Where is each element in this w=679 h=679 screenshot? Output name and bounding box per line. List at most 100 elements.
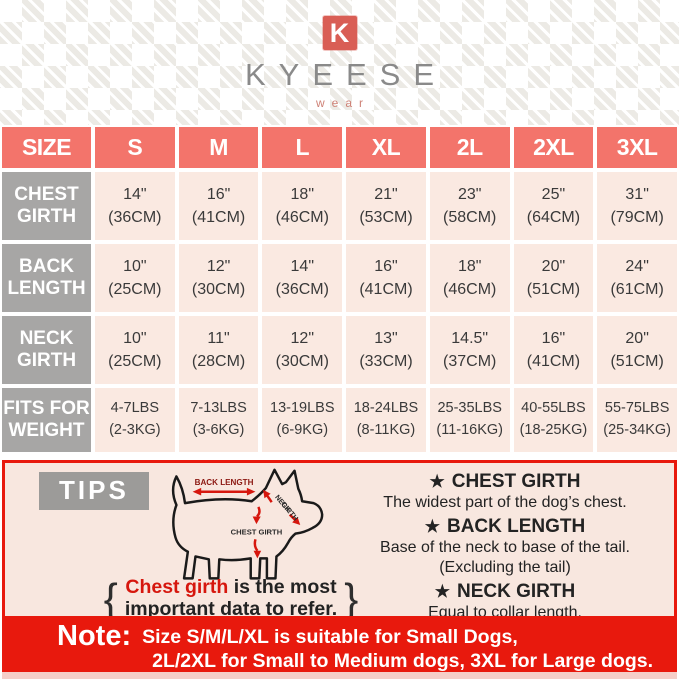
note-line1: Size S/M/L/XL is suitable for Small Dogs… — [142, 626, 518, 648]
cell-lbs: 55-75LBS — [604, 400, 670, 417]
table-header-s: S — [95, 127, 175, 168]
table-cell: 10" (25CM) — [95, 244, 175, 312]
callout-highlight: Chest girth — [125, 576, 229, 598]
brand-header: K KYEESE wear — [0, 0, 679, 125]
cell-lbs: 4-7LBS — [110, 400, 160, 417]
table-cell: 25-35LBS (11-16KG) — [429, 388, 510, 452]
cell-cm: (53CM) — [359, 209, 413, 226]
cell-inches: 12" — [290, 329, 315, 347]
cell-cm: (25CM) — [108, 353, 162, 370]
cell-inches: 16" — [206, 185, 231, 203]
cell-inches: 23" — [457, 185, 482, 203]
star-icon: ★ — [424, 517, 440, 536]
table-cell: 18" (46CM) — [262, 172, 343, 240]
table-cell: 13" (33CM) — [346, 316, 426, 384]
table-cell: 12" (30CM) — [178, 244, 259, 312]
table-cell: 12" (30CM) — [262, 316, 343, 384]
table-header-2xl: 2XL — [513, 127, 594, 168]
callout-text: Chest girth is the most important data t… — [125, 576, 337, 621]
row-label-line: GIRTH — [16, 206, 77, 227]
cell-inches: 14" — [123, 185, 147, 203]
table-cell: 4-7LBS (2-3KG) — [95, 388, 175, 452]
cell-kg: (11-16KG) — [436, 422, 504, 438]
cell-cm: (51CM) — [610, 353, 664, 370]
table-cell: 16" (41CM) — [346, 244, 426, 312]
cell-lbs: 7-13LBS — [190, 400, 247, 417]
cell-inches: 10" — [123, 329, 147, 347]
star-icon: ★ — [434, 582, 450, 601]
cell-inches: 14" — [290, 257, 315, 275]
cell-cm: (28CM) — [191, 353, 246, 370]
dog-measurement-diagram: BACK LENGTH NECK GIRTH CHEST GIRTH — [145, 465, 345, 592]
cell-inches: 25" — [541, 185, 566, 203]
cell-cm: (41CM) — [526, 353, 581, 370]
table-cell: 23" (58CM) — [429, 172, 510, 240]
cell-cm: (51CM) — [526, 281, 581, 298]
row-label-line: WEIGHT — [8, 420, 85, 441]
cell-kg: (18-25KG) — [519, 422, 588, 438]
cell-inches: 16" — [541, 329, 566, 347]
table-cell: 13-19LBS (6-9KG) — [262, 388, 343, 452]
tips-section: TIPS BACK LENGTH NECK GIRTH CHEST GIRTH — [2, 460, 677, 672]
table-cell: 7-13LBS (3-6KG) — [178, 388, 259, 452]
neck-girth-diagram-label: GIRTH — [279, 500, 299, 522]
cell-lbs: 25-35LBS — [437, 400, 502, 417]
star-icon: ★ — [429, 472, 445, 491]
table-header-2l: 2L — [429, 127, 510, 168]
row-label-fits-for-weight: FITS FOR WEIGHT — [2, 388, 91, 452]
cell-cm: (36CM) — [108, 209, 162, 226]
row-label-line: FITS FOR — [3, 397, 90, 419]
cell-cm: (41CM) — [359, 281, 413, 298]
cell-kg: (6-9KG) — [276, 422, 329, 438]
cell-cm: (33CM) — [359, 353, 413, 370]
bottom-strip — [2, 672, 677, 679]
cell-cm: (30CM) — [275, 353, 329, 370]
cell-kg: (8-11KG) — [356, 422, 416, 438]
row-label-line: GIRTH — [16, 350, 77, 371]
cell-inches: 14.5" — [451, 329, 489, 347]
cell-inches: 21" — [374, 185, 398, 203]
chest-girth-arrow — [256, 506, 261, 518]
row-label-neck-girth: NECK GIRTH — [2, 316, 91, 384]
row-label-line: BACK — [19, 255, 74, 277]
row-label-chest-girth: CHEST GIRTH — [2, 172, 91, 240]
note-label: Note: — [57, 620, 132, 652]
back-length-diagram-label: BACK LENGTH — [195, 478, 254, 487]
cell-cm: (41CM) — [191, 209, 246, 226]
note-line2: 2L/2XL for Small to Medium dogs, 3XL for… — [152, 650, 654, 673]
right-brace: } — [344, 574, 359, 622]
arrow-head-icon — [192, 487, 202, 496]
row-label-line: LENGTH — [7, 278, 86, 299]
table-header-size: SIZE — [2, 127, 91, 168]
table-header-3xl: 3XL — [597, 127, 677, 168]
table-cell: 21" (53CM) — [346, 172, 426, 240]
table-header-l: L — [262, 127, 343, 168]
note-banner: Note: Size S/M/L/XL is suitable for Smal… — [5, 616, 674, 672]
definition-description: Base of the neck to base of the tail. — [380, 539, 630, 556]
arrow-head-icon — [292, 516, 301, 526]
definition-term-text: CHEST GIRTH — [451, 471, 581, 492]
note-text: Size S/M/L/XL is suitable for Small Dogs… — [142, 621, 653, 674]
cell-inches: 31" — [625, 185, 649, 203]
cell-inches: 20" — [625, 329, 649, 347]
arrow-head-icon — [246, 487, 256, 496]
dog-outline-path — [171, 468, 324, 580]
cell-lbs: 18-24LBS — [353, 400, 419, 417]
cell-cm: (30CM) — [191, 281, 246, 298]
arrow-head-icon — [263, 489, 271, 499]
cell-kg: (2-3KG) — [109, 422, 161, 438]
neck-girth-arrow — [288, 513, 296, 521]
definition-term-back-length: ★ BACK LENGTH — [344, 515, 666, 538]
cell-cm: (37CM) — [443, 353, 497, 370]
definition-description: (Excluding the tail) — [439, 559, 571, 576]
chest-girth-diagram-label: CHEST GIRTH — [231, 528, 283, 537]
cell-cm: (36CM) — [275, 281, 329, 298]
cell-inches: 18" — [457, 257, 482, 275]
tips-title: TIPS — [39, 472, 149, 510]
cell-lbs: 40-55LBS — [521, 400, 586, 417]
table-cell: 20" (51CM) — [513, 244, 594, 312]
measurement-definitions: ★ CHEST GIRTH The widest part of the dog’… — [344, 468, 666, 623]
callout-line1-rest: is the most — [228, 576, 337, 598]
cell-cm: (46CM) — [443, 281, 497, 298]
cell-cm: (61CM) — [610, 281, 664, 298]
